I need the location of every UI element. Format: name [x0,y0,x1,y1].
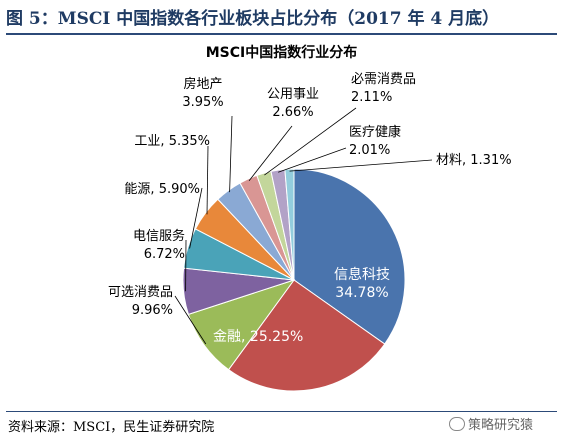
slice-name: 公用事业 [266,87,319,102]
wechat-icon [449,417,465,431]
slice-name: 信息科技 [334,267,390,283]
slice-name: 医疗健康 [349,125,402,140]
slice-value: 5.35% [168,134,210,149]
title-rule [6,33,557,35]
slice-name: 可选消费品 [107,285,173,300]
leader-line [278,147,347,173]
slice-label-info-tech: 信息科技 34.78% [312,266,412,302]
slice-value: 9.96% [131,303,173,318]
slice-name: 工业 [134,134,161,149]
pie-slice [284,168,295,281]
slice-value: 5.90% [158,182,200,197]
chart-title: MSCI中国指数行业分布 [205,45,358,61]
leader-line [174,295,207,345]
slice-label-finance: 金融, 25.25% [213,329,304,345]
slice-value: 2.11% [351,90,393,105]
slice-label-telecom: 电信服务 6.72% [90,228,185,264]
leader-line [289,159,433,172]
leader-line [206,145,209,215]
footer-rule [6,411,557,412]
leader-line [229,115,233,193]
slice-name: 必需消费品 [351,72,417,87]
slice-label-real-estate: 房地产 3.95% [168,76,238,112]
slice-name: 电信服务 [132,229,185,244]
slice-name: 能源 [124,182,151,197]
slice-label-consumer-discretionary: 可选消费品 9.96% [60,284,173,320]
slice-name: 金融 [213,329,241,345]
figure-title: 图 5：MSCI 中国指数各行业板块占比分布（2017 年 4 月底） [6,9,500,29]
slice-value: 25.25% [249,329,304,345]
slice-value: 2.01% [349,143,391,158]
slice-value: 2.66% [272,105,314,120]
watermark: 策略研究猿 [449,414,533,433]
slice-label-consumer-staples: 必需消费品 2.11% [351,71,416,107]
slice-label-energy: 能源, 5.90% [124,182,200,197]
leader-line [189,187,203,249]
slice-value: 1.31% [470,153,512,168]
pie-slice [293,168,406,345]
slice-value: 6.72% [143,247,185,262]
slice-name: 材料 [436,153,463,168]
watermark-text: 策略研究猿 [468,418,534,433]
slice-label-utilities: 公用事业 2.66% [254,86,332,122]
leader-line [248,125,293,181]
slice-label-health-care: 医疗健康 2.01% [349,124,401,160]
slice-value: 34.78% [335,285,389,301]
slice-label-materials: 材料, 1.31% [436,153,512,168]
slice-value: 3.95% [182,95,224,110]
slice-name: 房地产 [183,77,223,92]
slice-label-industrials: 工业, 5.35% [134,134,210,149]
leader-line [264,107,357,176]
source-note: 资料来源：MSCI，民生证券研究院 [8,420,215,435]
pie-slice [227,279,386,392]
